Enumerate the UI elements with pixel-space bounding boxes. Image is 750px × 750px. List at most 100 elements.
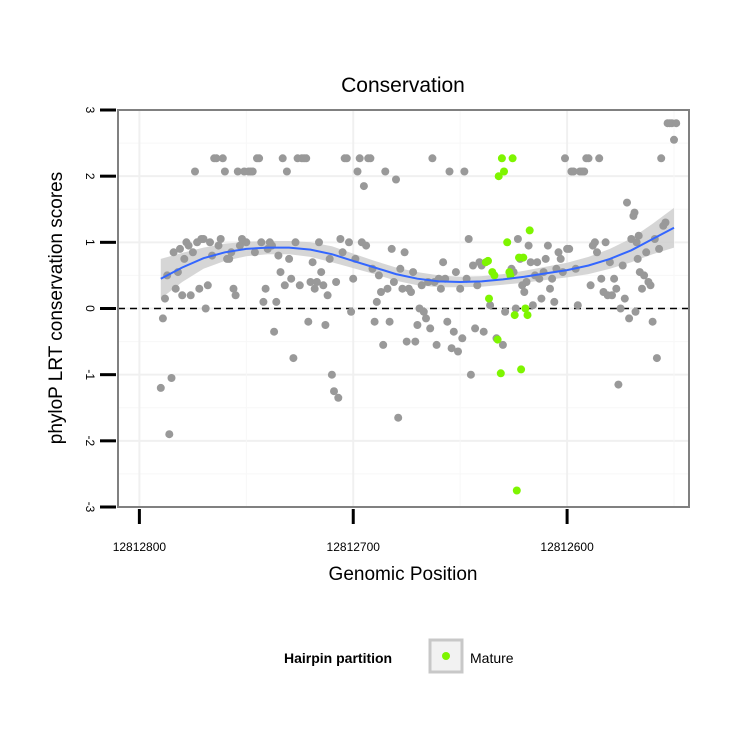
point-other	[248, 167, 257, 176]
point-other	[347, 307, 356, 316]
point-other	[280, 281, 289, 290]
point-other	[573, 301, 582, 310]
point-other	[556, 254, 565, 263]
point-other	[220, 167, 229, 176]
point-other	[282, 167, 291, 176]
point-other	[387, 244, 396, 253]
point-other	[291, 238, 300, 247]
y-tick-label: -3	[83, 502, 97, 513]
point-other	[655, 244, 664, 253]
point-other	[454, 347, 462, 356]
point-other	[233, 167, 242, 176]
point-other	[466, 370, 475, 379]
point-other	[432, 340, 441, 349]
point-mature	[485, 294, 493, 303]
point-other	[255, 154, 264, 163]
point-other	[400, 248, 409, 257]
point-other	[584, 154, 593, 163]
point-other	[319, 281, 328, 290]
point-other	[618, 261, 627, 270]
y-tick-label: 1	[83, 239, 97, 246]
point-other	[203, 281, 212, 290]
point-other	[285, 254, 294, 263]
point-other	[670, 135, 678, 144]
point-other	[327, 370, 336, 379]
point-other	[178, 291, 187, 300]
point-other	[308, 258, 317, 267]
y-tick-label: 3	[83, 107, 97, 114]
point-other	[462, 274, 471, 283]
point-other	[334, 393, 343, 402]
legend-key-box	[428, 638, 464, 674]
point-other	[411, 337, 420, 346]
point-other	[186, 291, 195, 300]
point-other	[156, 383, 165, 392]
confidence-band	[160, 207, 675, 299]
point-mature	[523, 311, 532, 320]
point-other	[345, 238, 353, 247]
point-other	[214, 241, 223, 250]
point-other	[225, 254, 234, 263]
point-mature	[503, 238, 512, 247]
point-other	[561, 154, 569, 163]
point-other	[229, 284, 238, 293]
point-other	[372, 297, 381, 306]
point-other	[188, 248, 197, 257]
point-other	[370, 317, 379, 326]
point-other	[257, 238, 266, 247]
point-other	[630, 208, 639, 217]
point-mature	[484, 256, 492, 265]
point-other	[511, 304, 520, 313]
point-other	[460, 167, 469, 176]
point-other	[535, 274, 544, 283]
point-other	[306, 278, 315, 286]
point-other	[661, 218, 670, 227]
point-other	[396, 264, 405, 273]
chart-title: Conservation	[341, 74, 465, 97]
point-other	[612, 284, 621, 293]
point-other	[312, 278, 321, 286]
point-other	[464, 235, 473, 243]
point-other	[597, 274, 606, 283]
point-other	[610, 274, 619, 283]
point-other	[310, 284, 319, 293]
legend-label-mature: Mature	[470, 650, 514, 666]
point-other	[374, 271, 383, 280]
x-tick-label: 12812600	[540, 540, 594, 554]
point-other	[359, 182, 368, 191]
point-other	[554, 248, 563, 257]
point-other	[436, 284, 445, 293]
x-tick-label: 12812800	[113, 540, 167, 554]
point-other	[383, 284, 392, 293]
smooth-line	[160, 226, 675, 284]
point-other	[321, 321, 330, 329]
point-other	[385, 317, 394, 326]
point-other	[231, 291, 240, 300]
point-other	[302, 154, 311, 163]
point-other	[216, 235, 225, 243]
legend-key-mature	[442, 652, 450, 660]
point-other	[595, 154, 604, 163]
point-other	[648, 317, 657, 326]
point-other	[377, 288, 385, 296]
point-mature	[521, 304, 530, 313]
point-other	[646, 281, 655, 290]
point-other	[546, 284, 554, 293]
point-other	[608, 291, 616, 300]
point-other	[349, 274, 358, 283]
point-other	[158, 314, 167, 323]
point-other	[657, 154, 666, 163]
point-other	[171, 284, 180, 293]
point-other	[524, 241, 533, 250]
data-points	[156, 119, 681, 495]
point-mature	[512, 486, 521, 495]
point-other	[235, 241, 244, 250]
point-other	[623, 198, 631, 207]
point-other	[191, 167, 199, 176]
y-axis-title: phyloP LRT conservation scores	[46, 172, 67, 445]
point-other	[634, 231, 643, 240]
point-other	[537, 294, 546, 303]
point-other	[272, 297, 281, 306]
point-other	[614, 380, 623, 389]
